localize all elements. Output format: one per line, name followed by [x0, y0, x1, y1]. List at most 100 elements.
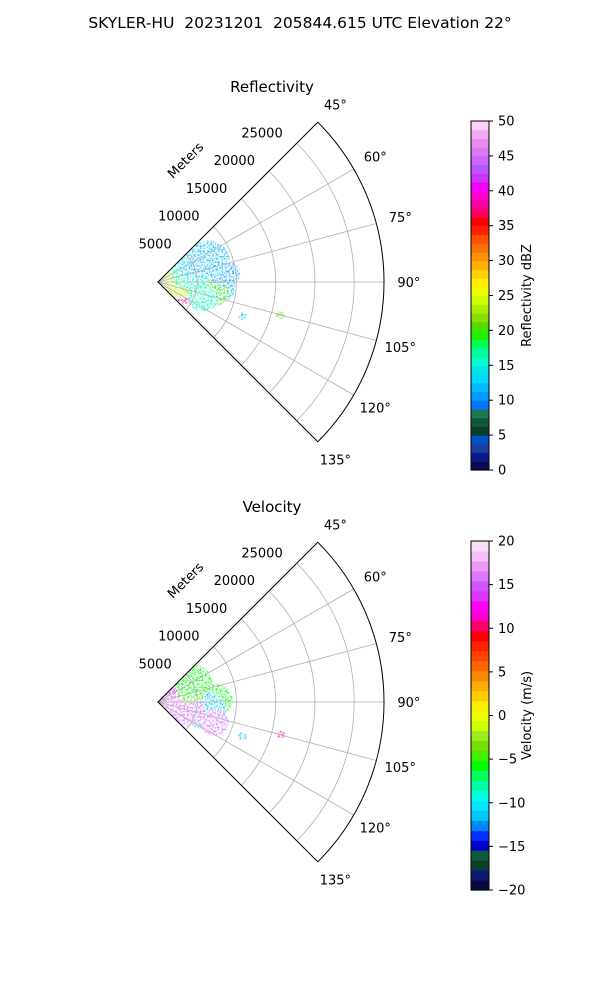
- panel-title: Reflectivity: [230, 78, 314, 96]
- colorbar-swatch: [471, 870, 489, 881]
- colorbar: −20 −15 −10 −5 0 5 10 15 20 Velocity (m/s): [470, 535, 535, 899]
- colorbar-swatch: [471, 417, 489, 427]
- colorbar-label: Velocity (m/s): [520, 671, 535, 760]
- range-tick-label: 10000: [158, 630, 199, 645]
- colorbar-tick-label: −5: [498, 753, 517, 768]
- colorbar-swatch: [471, 750, 489, 761]
- azimuth-gridline: [157, 281, 377, 341]
- colorbar-swatch: [471, 443, 489, 454]
- azimuth-gridline: [157, 643, 377, 703]
- colorbar-swatch: [471, 550, 489, 562]
- colorbar-swatch: [471, 770, 489, 781]
- azimuth-gridline: [157, 701, 377, 761]
- panel-reflectivity: Reflectivity 5000 10000 15000 20000 25000 Mete…: [139, 78, 535, 479]
- colorbar-swatch: [471, 243, 489, 253]
- colorbar-swatch: [471, 680, 489, 692]
- azimuth-gridline: [157, 168, 354, 283]
- colorbar-tick-label: 35: [498, 219, 515, 234]
- colorbar-swatch: [471, 304, 489, 314]
- colorbar-swatch: [471, 590, 489, 602]
- colorbar-swatch: [471, 208, 489, 218]
- colorbar-tick-label: 50: [498, 115, 515, 130]
- azimuth-gridline: [157, 281, 354, 396]
- colorbar-swatch: [471, 880, 489, 891]
- colorbar-swatch: [471, 600, 489, 612]
- colorbar-swatch: [471, 225, 489, 236]
- azimuth-tick-label: 60°: [364, 151, 387, 166]
- colorbar-swatch: [471, 730, 489, 742]
- colorbar-swatch: [471, 461, 489, 471]
- colorbar-swatch: [471, 138, 489, 148]
- colorbar-swatch: [471, 321, 489, 331]
- colorbar-swatch: [471, 234, 489, 244]
- echo-blob: [186, 240, 231, 279]
- azimuth-tick-label: 90°: [397, 696, 420, 711]
- colorbar-swatch: [471, 155, 489, 166]
- echo-blob: [188, 285, 218, 312]
- colorbar-swatch: [471, 670, 489, 682]
- colorbar-tick-label: 10: [498, 394, 515, 409]
- colorbar-swatch: [471, 260, 489, 270]
- azimuth-tick-label: 135°: [320, 453, 351, 468]
- colorbar-label: Reflectivity dBZ: [520, 244, 535, 347]
- colorbar-tick-label: 40: [498, 184, 515, 199]
- colorbar-swatch: [471, 312, 489, 323]
- range-tick-label: 15000: [186, 602, 227, 617]
- colorbar-swatch: [471, 570, 489, 582]
- colorbar-swatch: [471, 365, 489, 375]
- colorbar-tick-label: 5: [498, 429, 506, 444]
- colorbar-swatch: [471, 182, 489, 192]
- colorbar-swatch: [471, 339, 489, 349]
- colorbar-tick-label: 0: [498, 464, 506, 479]
- colorbar-swatch: [471, 129, 489, 140]
- azimuth-tick-label: 105°: [385, 761, 416, 776]
- colorbar-swatch: [471, 610, 489, 622]
- colorbar-swatch: [471, 356, 489, 366]
- colorbar-swatch: [471, 251, 489, 262]
- colorbar-swatch: [471, 620, 489, 632]
- echo-blob: [199, 709, 229, 736]
- colorbar-swatch: [471, 435, 489, 445]
- range-tick-label: 5000: [139, 657, 172, 672]
- colorbar-swatch: [471, 660, 489, 672]
- sector-frame: [157, 121, 385, 443]
- colorbar-swatch: [471, 710, 489, 722]
- colorbar-tick-label: 20: [498, 324, 515, 339]
- colorbar-swatch: [471, 830, 489, 841]
- colorbar-swatch: [471, 391, 489, 401]
- range-tick-label: 15000: [186, 182, 227, 197]
- colorbar-swatch: [471, 800, 489, 811]
- colorbar-swatch: [471, 382, 489, 393]
- colorbar-swatch: [471, 720, 489, 732]
- panel-title: Velocity: [243, 498, 302, 516]
- range-tick-label: 5000: [139, 237, 172, 252]
- colorbar-swatch: [471, 408, 489, 419]
- colorbar-swatch: [471, 426, 489, 436]
- azimuth-tick-label: 45°: [324, 519, 347, 534]
- colorbar-swatch: [471, 121, 489, 131]
- colorbar-swatch: [471, 173, 489, 183]
- echo-field: [158, 665, 286, 741]
- colorbar-swatch: [471, 740, 489, 751]
- echo-blob: [237, 312, 247, 321]
- radial-axis-label: Meters: [165, 140, 207, 182]
- azimuth-tick-label: 105°: [385, 341, 416, 356]
- azimuth-tick-label: 60°: [364, 571, 387, 586]
- azimuth-tick-label: 120°: [360, 821, 391, 836]
- colorbar-swatch: [471, 700, 489, 712]
- colorbar-swatch: [471, 278, 489, 288]
- colorbar-swatch: [471, 541, 489, 552]
- colorbar-tick-label: −10: [498, 796, 525, 811]
- colorbar-swatch: [471, 374, 489, 384]
- colorbar-swatch: [471, 630, 489, 642]
- colorbar-tick-label: −20: [498, 884, 525, 899]
- colorbar-swatch: [471, 650, 489, 662]
- colorbar-swatch: [471, 295, 489, 305]
- colorbar-swatch: [471, 216, 489, 227]
- colorbar-swatch: [471, 580, 489, 592]
- range-tick-label: 25000: [241, 546, 282, 561]
- colorbar-swatch: [471, 780, 489, 791]
- colorbar-swatch: [471, 286, 489, 297]
- colorbar-swatch: [471, 269, 489, 279]
